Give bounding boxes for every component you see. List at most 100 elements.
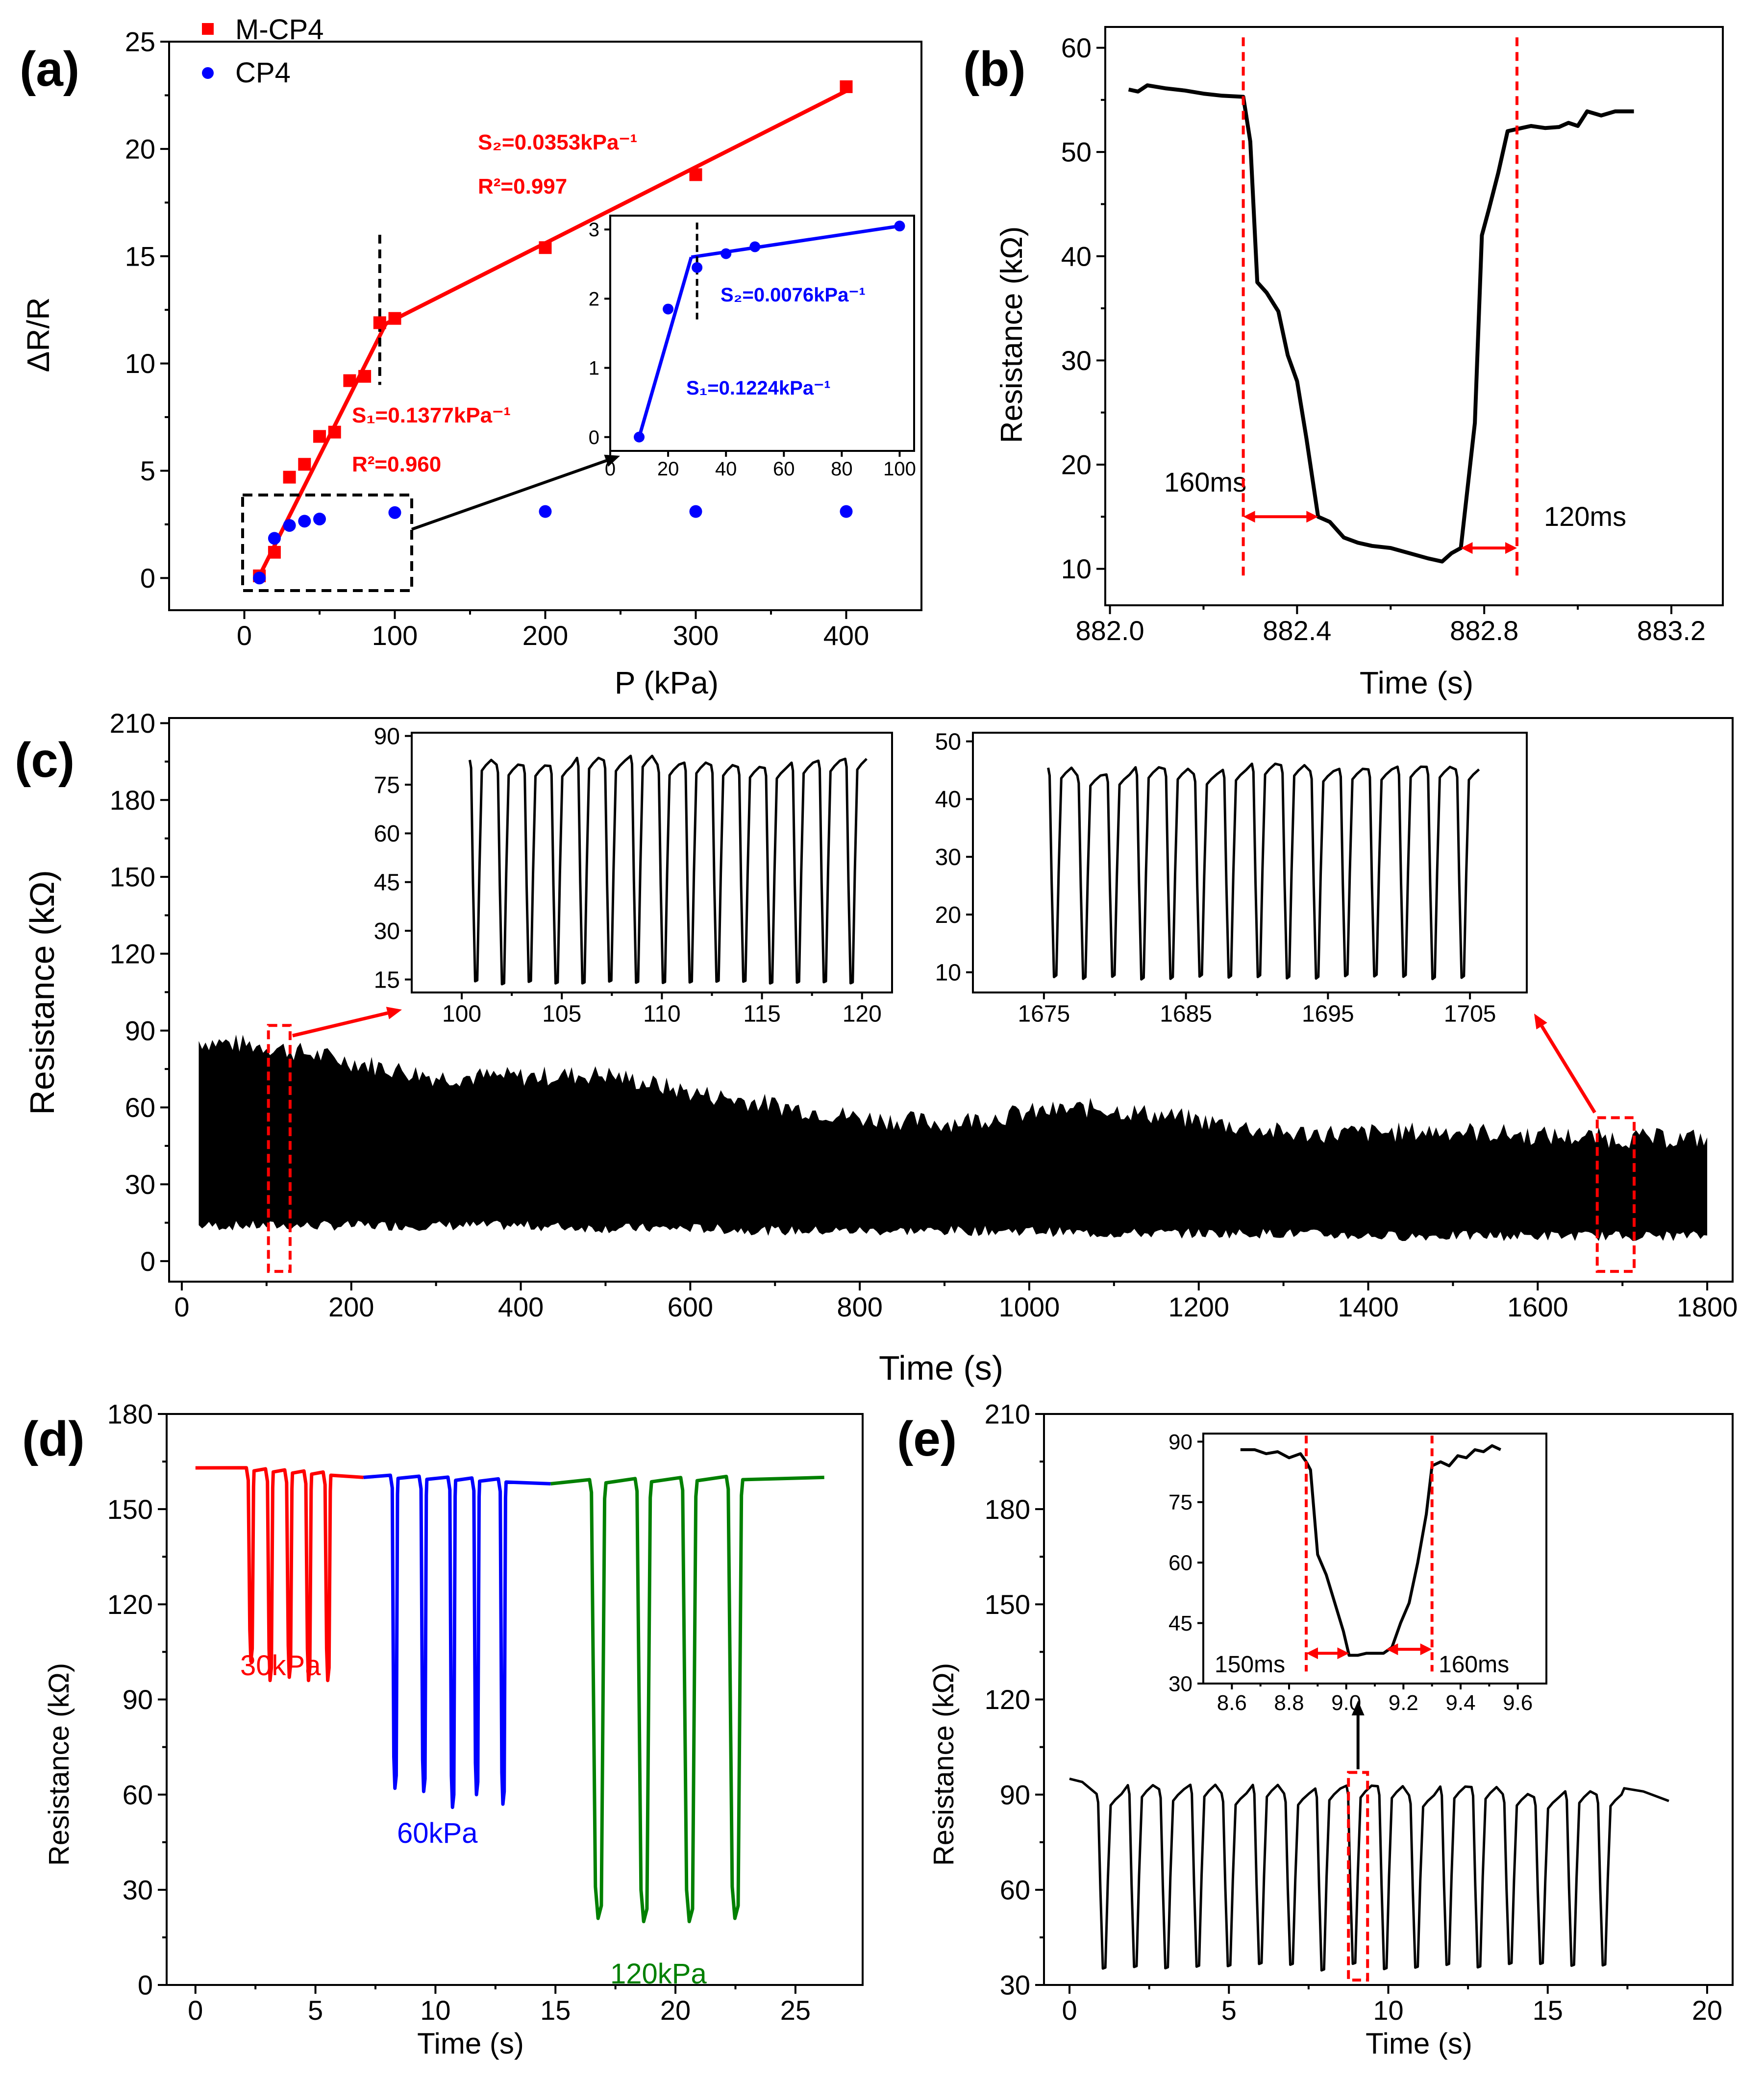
chart-a-ylabel: ΔR/R [21,297,56,372]
chart-e-inset-xtick-label: 9.6 [1503,1691,1533,1715]
chart-c-inset-2-ytick-label: 30 [935,844,961,870]
chart-c-inset-1-ytick-label: 30 [374,918,400,944]
chart-e-inset-xtick-label: 8.8 [1274,1691,1304,1715]
chart-b-ytick-label: 60 [1061,32,1092,63]
chart-b-xtick-label: 883.2 [1637,615,1706,646]
chart-a-inset-s2-label: S₂=0.0076kPa⁻¹ [721,284,866,306]
chart-a-inset-frame [609,215,915,452]
chart-a-inset-xtick-label: 80 [831,458,853,480]
chart-c-ytick-label: 120 [110,939,155,969]
chart-a-inset-point [663,303,674,315]
chart-e-ytick-label: 120 [985,1684,1030,1715]
chart-d-ytick-label: 180 [107,1399,153,1430]
chart-e-inset-response-label: 150ms [1215,1652,1285,1678]
chart-a-inset-xtick-label: 60 [773,458,795,480]
chart-e-inset-frame [1202,1433,1547,1685]
chart-d-xtick-label: 0 [188,1995,203,2026]
chart-d-xtick-label: 20 [660,1995,691,2026]
chart-d-series-120kPa [550,1475,824,1924]
chart-c-ytick-label: 0 [140,1246,155,1277]
chart-a-ytick-label: 10 [125,348,155,379]
chart-a-point-mcp4 [343,374,356,387]
panel-label-e: (e) [897,1412,957,1466]
chart-a-fit-line [257,322,388,577]
chart-c-inset-2-curve [1047,762,1480,981]
chart-c-inset-1-xtick-label: 105 [542,1001,581,1027]
chart-d-series-60kPa [363,1473,551,1809]
chart-c-ylabel: Resistance (kΩ) [23,870,61,1115]
chart-a-point-mcp4 [298,458,311,471]
chart-c-ytick-label: 90 [125,1015,155,1046]
chart-e: Time (s) Resistance (kΩ) 150ms 160ms 0 5 1… [928,1399,1734,2060]
chart-b-xtick-label: 882.0 [1075,615,1144,646]
chart-b-xlabel: Time (s) [1360,665,1473,700]
chart-b-ytick-label: 50 [1061,137,1092,168]
chart-c-inset-1-ytick-label: 60 [374,821,400,847]
chart-c-xtick-label: 600 [668,1291,713,1322]
chart-a-xlabel: P (kPa) [615,665,719,700]
chart-a-frame [168,41,922,611]
chart-e-inset-response-arrow-head-left [1306,1647,1318,1660]
chart-a-point-mcp4 [283,471,296,484]
panel-label-c: (c) [15,733,75,788]
chart-c-xlabel: Time (s) [879,1349,1003,1387]
chart-d-xtick-label: 10 [420,1995,450,2026]
chart-d-label-60kpa: 60kPa [397,1817,478,1849]
chart-e-ytick-label: 30 [1000,1970,1030,2001]
chart-e-xlabel: Time (s) [1366,2027,1472,2060]
chart-c-inset-1-xtick-label: 100 [442,1001,481,1027]
chart-c-frame [168,717,1734,1283]
chart-a-point-cp4 [283,519,296,532]
chart-d-ytick-label: 150 [107,1494,153,1525]
chart-c-inset-2-xtick-label: 1685 [1160,1001,1212,1027]
chart-c-inset-2-ytick-label: 40 [935,787,961,813]
chart-d-ytick-label: 120 [107,1589,153,1620]
chart-a-r2-2-label: R²=0.997 [478,174,567,198]
chart-b: Time (s) Resistance (kΩ) 160ms 120ms 882… [995,26,1724,700]
chart-a-inset-s1-label: S₁=0.1224kPa⁻¹ [686,377,831,399]
chart-c-xtick-label: 1800 [1677,1291,1738,1322]
chart-c-zoom-arrow-1-shaft [292,1011,388,1038]
chart-a-point-cp4 [253,571,266,585]
chart-b-ytick-label: 40 [1061,241,1092,272]
chart-b-ytick-label: 20 [1061,449,1092,480]
chart-a-ytick-label: 25 [125,26,155,57]
chart-e-xtick-label: 5 [1221,1995,1237,2026]
chart-e-zoom-arrow-head [1351,1701,1365,1715]
chart-c-zoom-arrow-2-shaft [1540,1025,1596,1114]
chart-b-ylabel: Resistance (kΩ) [995,226,1029,444]
chart-a-xtick-label: 200 [522,620,568,651]
chart-b-response-arrow-head-right [1306,511,1318,523]
chart-e-xtick-label: 20 [1692,1995,1722,2026]
chart-d-ytick-label: 90 [123,1684,153,1715]
chart-a-xtick-label: 400 [823,620,869,651]
chart-e-ytick-label: 150 [985,1589,1030,1620]
chart-c-xtick-label: 800 [837,1291,882,1322]
chart-a-point-mcp4 [373,316,386,329]
chart-e-inset-recovery-label: 160ms [1439,1652,1509,1678]
chart-a-inset-point [634,431,645,443]
chart-a-ytick-label: 20 [125,133,155,164]
chart-e-inset-response-arrow-head-right [1337,1647,1349,1660]
chart-a-fit-line [385,89,847,326]
chart-a-point-cp4 [539,505,552,518]
chart-a-inset-point [692,262,703,273]
chart-a-xtick-label: 0 [237,620,252,651]
chart-a-point-cp4 [689,505,702,518]
chart-a-inset-point [721,248,732,259]
chart-c-ytick-label: 30 [125,1169,155,1200]
legend-cp4-marker [202,67,214,79]
chart-a-point-mcp4 [539,241,552,254]
chart-c-xtick-label: 1600 [1507,1291,1568,1322]
chart-c-inset-2-xtick-label: 1675 [1018,1001,1070,1027]
chart-a-zoom-arrow-head [604,454,620,467]
chart-a-inset-point [749,241,761,252]
chart-d-xtick-label: 5 [308,1995,323,2026]
panel-label-d: (d) [22,1412,85,1466]
chart-c-zoom-arrow-1-head [386,1007,402,1019]
chart-c-inset-1-xtick-label: 115 [743,1001,781,1027]
chart-a-point-mcp4 [358,370,372,383]
chart-e-inset-xtick-label: 9.4 [1445,1691,1475,1715]
chart-c-ytick-label: 150 [110,862,155,892]
chart-a-point-cp4 [388,506,401,519]
